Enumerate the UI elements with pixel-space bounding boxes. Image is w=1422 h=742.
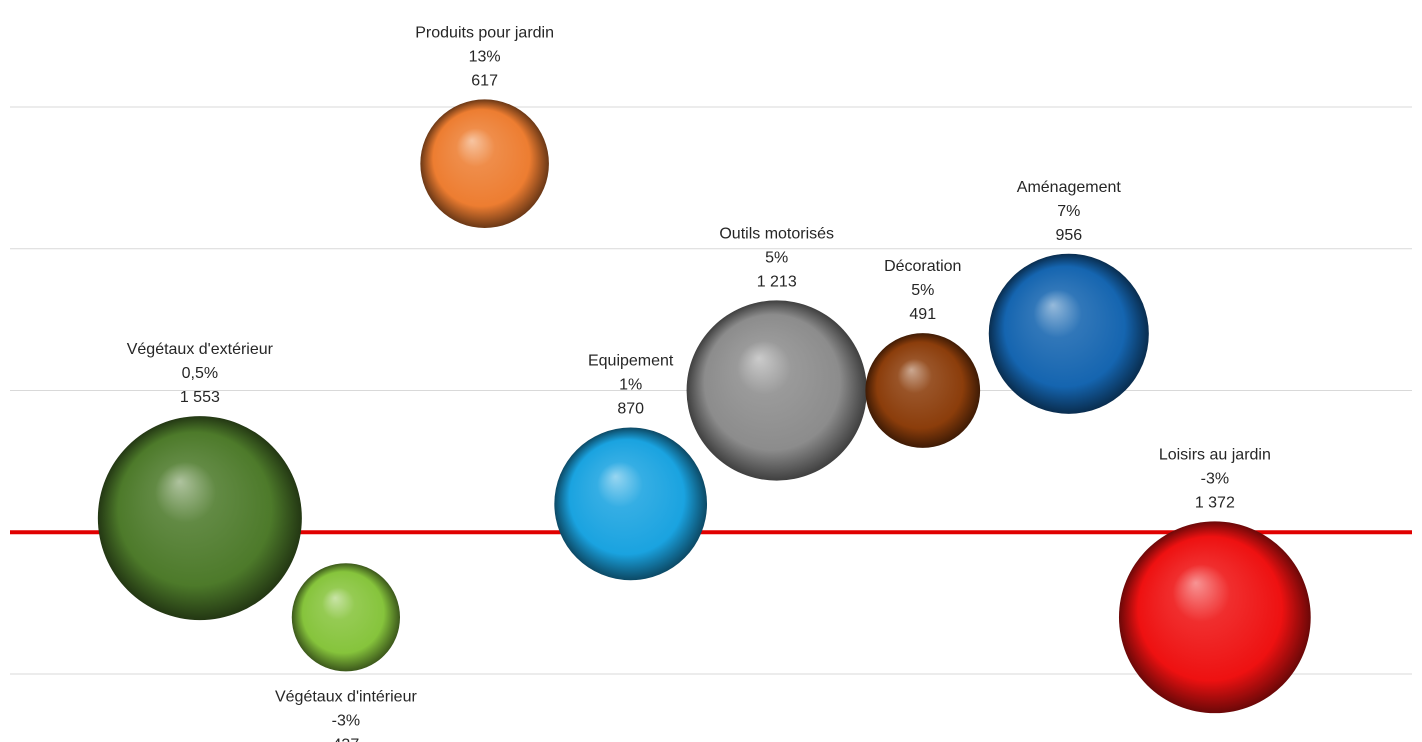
- bubble-label-percent: 5%: [765, 249, 788, 266]
- bubble: [865, 333, 981, 448]
- bubble: [686, 300, 867, 481]
- bubble-label-value: 956: [1055, 227, 1082, 244]
- bubble-label-percent: -3%: [1201, 470, 1229, 487]
- bubble-label-name: Végétaux d'intérieur: [275, 688, 417, 705]
- bubble-label-value: 1 213: [757, 273, 797, 290]
- bubble: [420, 99, 549, 228]
- bubble-label-percent: 13%: [469, 48, 501, 65]
- bubble-label-name: Outils motorisés: [719, 225, 834, 242]
- bubble-label-name: Equipement: [588, 353, 674, 370]
- bubble-label-value: 870: [617, 401, 644, 418]
- bubbles-layer: [97, 99, 1311, 714]
- bubble-label-value: 617: [471, 72, 498, 89]
- bubble: [988, 253, 1149, 414]
- bubble-label-name: Loisirs au jardin: [1159, 446, 1271, 463]
- bubble-label-percent: 0,5%: [182, 365, 218, 382]
- bubble-label-name: Décoration: [884, 258, 961, 275]
- bubble: [97, 416, 302, 621]
- bubble-label-percent: 5%: [911, 282, 934, 299]
- bubble: [554, 427, 708, 581]
- labels-layer: Produits pour jardin 13% 617 Végétaux d'ext…: [127, 24, 1271, 742]
- bubble: [1118, 521, 1311, 714]
- bubble-label-value: 1 553: [180, 389, 220, 406]
- bubble-label-value: 437: [333, 736, 360, 742]
- bubble-label-value: 1 372: [1195, 494, 1235, 511]
- bubble-label-percent: 7%: [1057, 203, 1080, 220]
- bubble-label-value: 491: [909, 306, 936, 323]
- bubble-label-percent: 1%: [619, 377, 642, 394]
- bubble-label-name: Aménagement: [1017, 179, 1122, 196]
- bubble-label-percent: -3%: [332, 712, 360, 729]
- bubble-label-name: Produits pour jardin: [415, 24, 554, 41]
- bubble-label-name: Végétaux d'extérieur: [127, 341, 274, 358]
- bubble: [291, 563, 401, 672]
